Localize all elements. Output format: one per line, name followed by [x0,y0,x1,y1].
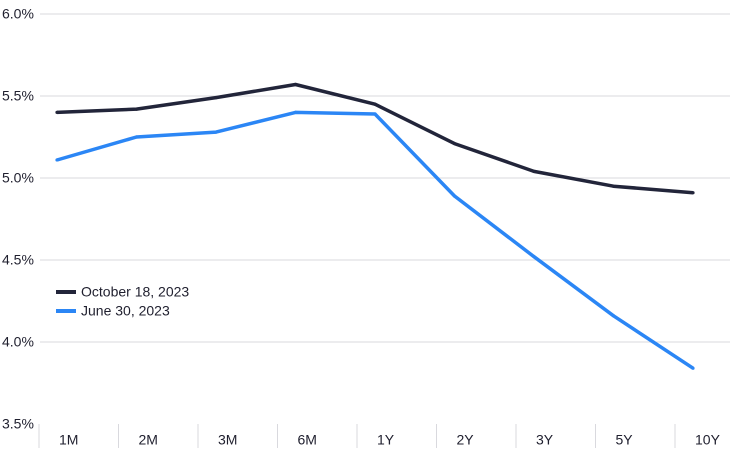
y-tick-label: 5.0% [2,170,34,186]
data-point [611,314,616,318]
legend-label: June 30, 2023 [81,303,170,319]
x-tick-label: 2M [139,432,158,448]
x-tick-label: 5Y [616,432,634,448]
legend: October 18, 2023 June 30, 2023 [56,284,189,319]
x-tick-label: 3M [218,432,237,448]
data-point [293,82,298,87]
data-point [214,130,218,134]
y-tick-label: 3.5% [2,416,34,432]
data-point [214,96,218,100]
data-point [373,102,377,106]
series-line-june-30-2023 [56,110,694,370]
x-tick-label: 2Y [457,432,475,448]
data-point [691,366,695,370]
data-point [611,184,616,188]
data-point [293,110,298,114]
series-line-october-18-2023 [56,82,694,195]
x-tick-label: 3Y [536,432,554,448]
data-point [55,110,59,114]
data-point [134,107,139,111]
legend-label: October 18, 2023 [81,284,189,300]
y-tick-label: 6.0% [2,6,34,22]
x-tick-label: 1M [59,432,78,448]
data-point [452,141,457,146]
y-tick-label: 4.5% [2,252,34,268]
data-point [691,191,695,195]
data-point [532,169,536,174]
gridlines [38,13,730,448]
data-point [452,194,457,198]
data-point [55,158,59,162]
x-tick-label: 1Y [377,432,395,448]
x-tick-label: 10Y [695,432,721,448]
y-tick-label: 4.0% [2,334,34,350]
x-tick-label: 6M [298,432,317,448]
y-tick-label: 5.5% [2,88,34,104]
x-axis-tick-labels: 1M 2M 3M 6M 1Y 2Y 3Y 5Y 10Y [59,432,721,448]
data-point [373,112,377,116]
series-lines [55,82,695,370]
data-point [532,255,536,259]
data-point [134,135,139,139]
y-axis-tick-labels: 6.0% 5.5% 5.0% 4.5% 4.0% 3.5% [2,6,34,432]
